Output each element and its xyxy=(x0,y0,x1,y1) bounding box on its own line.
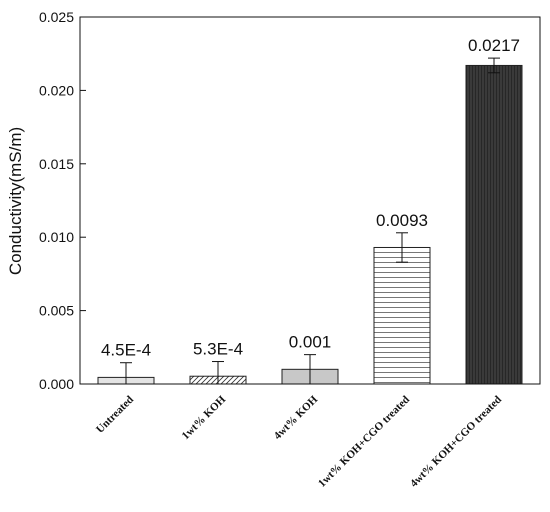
y-axis-title: Conductivity(mS/m) xyxy=(6,127,25,275)
category-label: 4wt% KOH+CGO treated xyxy=(408,394,504,490)
y-tick-label: 0.010 xyxy=(39,229,74,245)
error-bar xyxy=(488,57,500,74)
category-label: 1wt% KOH+CGO treated xyxy=(316,394,412,490)
y-tick-label: 0.025 xyxy=(39,9,74,25)
bars: 4.5E-4 5.3E-4 0.001 0.0093 0.0217 xyxy=(97,36,523,385)
y-tick-label: 0.020 xyxy=(39,82,74,98)
category-label: 4wt% KOH xyxy=(272,393,321,442)
category-label: Untreated xyxy=(94,394,136,436)
plot-frame xyxy=(79,16,541,385)
data-label: 0.0093 xyxy=(376,211,428,230)
error-bar xyxy=(396,232,408,263)
data-label: 5.3E-4 xyxy=(193,340,243,359)
y-axis-ticks: 0.000 0.005 0.010 0.015 0.020 0.025 xyxy=(39,9,86,392)
category-label: 1wt% KOH xyxy=(180,393,229,442)
y-tick-label: 0.005 xyxy=(39,303,74,319)
error-bar xyxy=(304,354,316,384)
error-bar xyxy=(120,362,132,384)
y-tick-label: 0.000 xyxy=(39,376,74,392)
data-label: 0.001 xyxy=(289,333,332,352)
data-label: 0.0217 xyxy=(468,36,520,55)
data-label: 4.5E-4 xyxy=(101,341,151,360)
bar xyxy=(465,64,523,385)
error-bar xyxy=(212,361,224,384)
y-tick-label: 0.015 xyxy=(39,156,74,172)
bar xyxy=(373,246,431,385)
